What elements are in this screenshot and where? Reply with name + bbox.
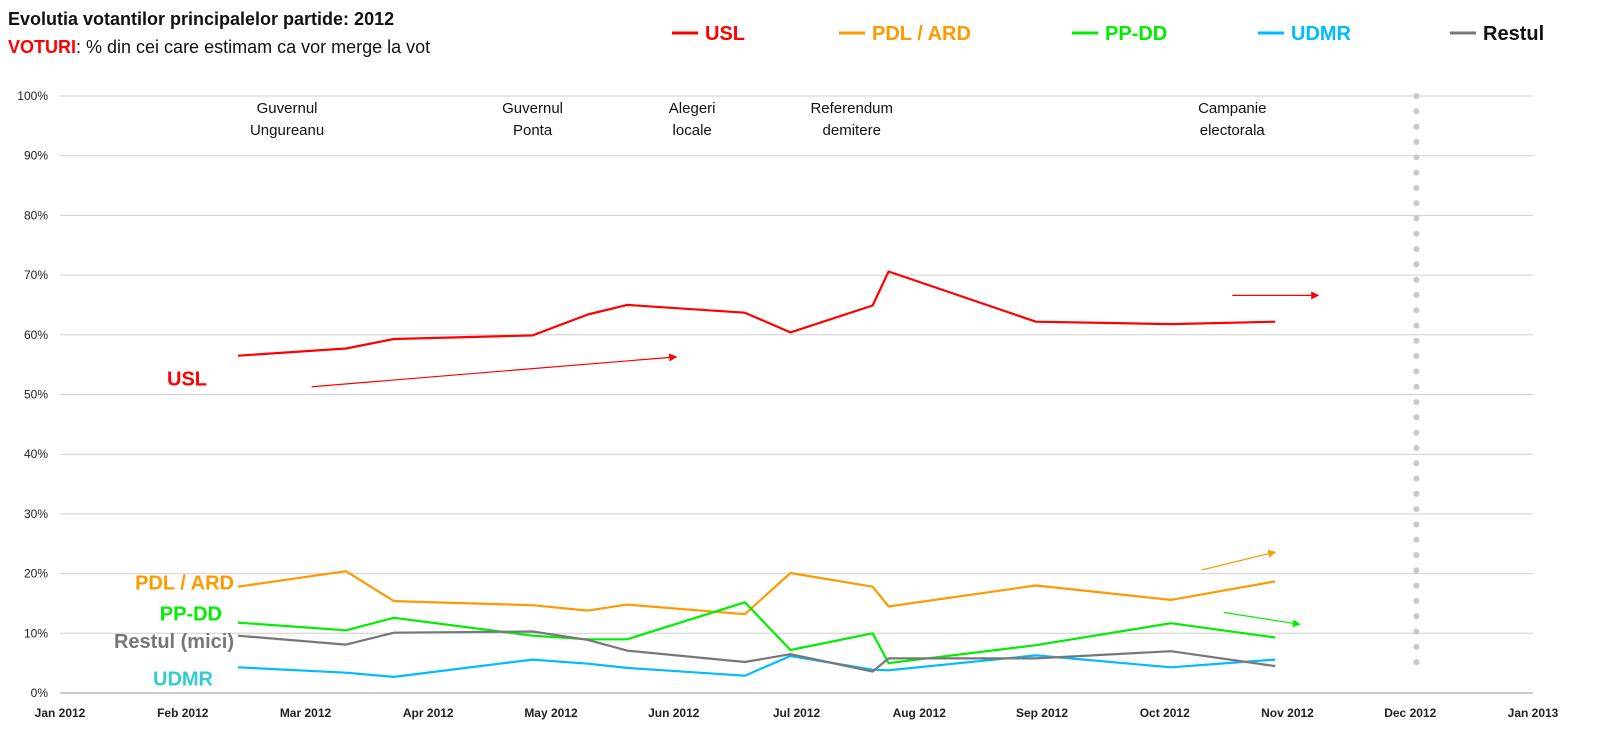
event-label: Campanie (1198, 100, 1266, 117)
legend: USL PDL / ARD PP-DD UDMR Restul (672, 23, 1544, 45)
y-tick-label: 20% (24, 567, 48, 581)
inline-label-usl: USL (167, 368, 207, 390)
inline-label-udmr: UDMR (153, 669, 214, 691)
x-tick-label: Jan 2012 (35, 706, 86, 720)
y-tick-label: 40% (24, 447, 48, 461)
x-tick-label: May 2012 (524, 706, 578, 720)
series-inline-labels: USL PDL / ARD PP-DD UDMR Restul (mici) (114, 368, 234, 690)
x-tick-label: Sep 2012 (1016, 706, 1068, 720)
y-tick-label: 70% (24, 268, 48, 282)
series-line-usl (237, 270, 1276, 357)
series-line-restul (237, 630, 1276, 673)
y-tick-label: 90% (24, 149, 48, 163)
trend-arrow-usl (311, 353, 678, 388)
inline-label-restul: Restul (mici) (114, 631, 234, 653)
x-axis-ticks: Jan 2012 Feb 2012 Mar 2012 Apr 2012 May 2012… (35, 706, 1559, 720)
y-tick-label: 30% (24, 507, 48, 521)
event-label: Guvernul (502, 100, 563, 117)
x-tick-label: Jan 2013 (1508, 706, 1559, 720)
gridlines (60, 95, 1533, 694)
legend-label-usl: USL (705, 23, 745, 45)
inline-label-pdl-ard: PDL / ARD (135, 573, 234, 595)
series-line-udmr (237, 654, 1276, 679)
trend-arrows (311, 291, 1320, 628)
x-tick-label: Nov 2012 (1261, 706, 1314, 720)
y-tick-label: 50% (24, 388, 48, 402)
chart-subtitle: VOTURI: % din cei care estimam ca vor me… (8, 37, 430, 58)
x-tick-label: Jun 2012 (648, 706, 700, 720)
series-lines (237, 270, 1276, 679)
x-tick-label: Mar 2012 (280, 706, 332, 720)
x-tick-label: Oct 2012 (1140, 706, 1190, 720)
event-annotations: Guvernul Ungureanu Guvernul Ponta Alegeri loc… (250, 100, 1266, 139)
event-label: electorala (1200, 122, 1266, 139)
event-label: Ungureanu (250, 122, 324, 139)
x-tick-label: Aug 2012 (893, 706, 947, 720)
y-axis-ticks: 0% 10% 20% 30% 40% 50% 60% 70% 80% 90% 100% (17, 89, 48, 700)
event-label: Alegeri (669, 100, 716, 117)
subtitle-highlight: VOTURI (8, 37, 77, 57)
series-line-pdl-ard (237, 570, 1276, 616)
legend-label-restul: Restul (1483, 23, 1544, 45)
y-tick-label: 10% (24, 626, 48, 640)
subtitle-text: : % din cei care estimam ca vor merge la… (76, 37, 431, 57)
legend-label-udmr: UDMR (1291, 23, 1352, 45)
event-label: Guvernul (257, 100, 318, 117)
y-tick-label: 100% (17, 89, 48, 103)
trend-arrow-pdl-ard (1201, 549, 1277, 571)
x-tick-label: Apr 2012 (403, 706, 454, 720)
legend-label-pp-dd: PP-DD (1105, 23, 1167, 45)
y-tick-label: 0% (31, 686, 49, 700)
legend-label-pdl-ard: PDL / ARD (872, 23, 971, 45)
chart-title: Evolutia votantilor principalelor partid… (8, 9, 395, 29)
event-label: demitere (823, 122, 881, 139)
x-tick-label: Dec 2012 (1384, 706, 1436, 720)
x-tick-label: Jul 2012 (773, 706, 821, 720)
series-line-pp-dd (237, 601, 1276, 665)
inline-label-pp-dd: PP-DD (160, 604, 222, 626)
trend-arrow-pp-dd (1223, 611, 1301, 628)
y-tick-label: 80% (24, 208, 48, 222)
event-label: Referendum (810, 100, 893, 117)
event-label: Ponta (513, 122, 553, 139)
x-tick-label: Feb 2012 (157, 706, 209, 720)
y-tick-label: 60% (24, 328, 48, 342)
event-label: locale (673, 122, 712, 139)
